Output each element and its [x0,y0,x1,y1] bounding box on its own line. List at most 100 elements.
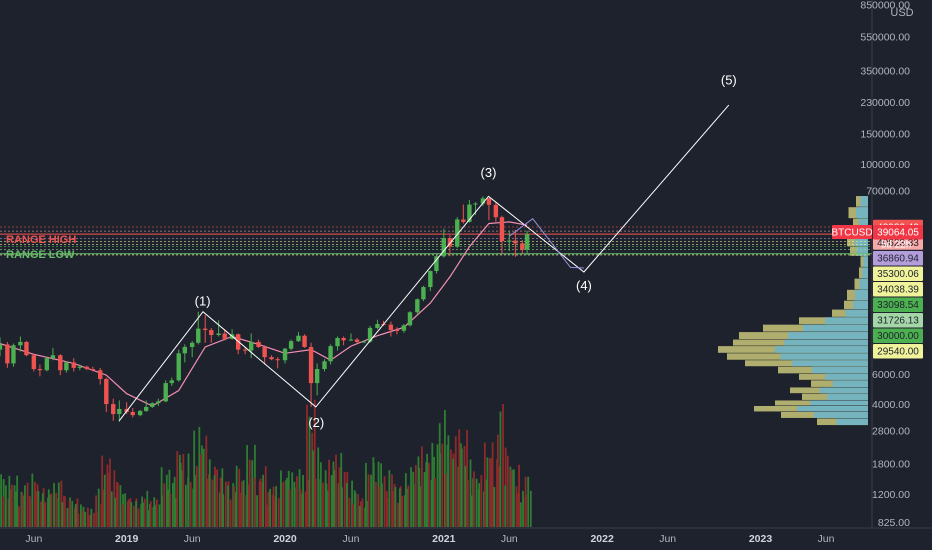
volume-profile-bar-up [825,373,868,380]
x-tick-label: 2022 [590,533,614,545]
volume-bar [272,486,275,527]
volume-bar [146,490,149,527]
volume-bar [365,462,367,527]
volume-bar [529,490,532,527]
volume-profile-bar-up [862,267,868,279]
candle-body [415,299,420,313]
volume-bar [519,502,522,527]
candle-body [375,324,380,328]
volume-bar [464,466,467,527]
volume-bar [97,488,100,527]
volume-bar [119,485,122,527]
volume-bar [264,466,267,527]
volume-bar [335,454,337,527]
volume-bar [57,482,60,527]
price-axis[interactable]: 850000.00 550000.00 350000.00 230000.00 1500… [860,0,910,529]
y-tick-label: 850000.00 [860,0,910,11]
volume-profile-bar-up [814,411,868,418]
volume-bar [80,504,82,527]
candle-body [169,380,174,384]
volume-bar [496,434,499,527]
volume-bar [41,493,44,527]
volume-bar [130,502,133,527]
volume-bar [317,447,320,527]
candle-body [328,346,333,362]
volume-bar [47,489,50,527]
volume-bar [460,448,463,527]
candle-body [302,335,307,347]
time-axis[interactable]: Jun 2019 Jun 2020 Jun 2021 Jun 2022 Jun 2023 Jun [25,533,834,545]
candle-body [71,362,76,368]
volume-bar [458,429,461,527]
volume-bar [216,469,219,527]
candle-body [288,341,294,349]
volume-bar [357,494,360,527]
symbol-tag[interactable]: BTCUSD 5d 22h [831,225,911,251]
volume-bar [219,477,222,527]
volume-bar [171,482,174,527]
volume-bar [108,473,111,527]
candle-body [480,198,486,204]
y-tick-label: 1800.00 [872,459,910,471]
volume-bar [502,403,504,527]
volume-bar [66,507,69,527]
volume-bar [378,486,381,527]
volume-profile-bar-up [784,339,868,346]
volume-bar [319,479,322,527]
candle-body [428,271,433,288]
volume-bar [454,436,457,527]
symbol-tag-label: BTCUSD [831,228,872,239]
volume-bar [425,462,428,527]
wave-label: (5) [721,72,737,87]
volume-bar [515,486,518,527]
volume-bar [266,504,269,527]
volume-bar [147,510,150,527]
volume-bar [4,485,7,527]
volume-bar [155,499,158,527]
volume-bar [398,488,401,527]
volume-bar [506,455,509,527]
moving-average [0,221,528,407]
elliott-wave: (1) (2) (3) (4) (5) [118,72,737,430]
volume-bar [13,485,16,527]
x-tick-label: Jun [343,533,360,545]
candle-body [44,358,50,371]
price-label-box [873,297,923,312]
volume-bar [401,496,404,527]
candle-body [520,243,525,250]
volume-bar [235,465,238,527]
volume-bar [510,469,513,527]
volume-bar [423,472,426,527]
volume-profile-bar-up [858,218,868,229]
candle-body [335,338,340,347]
volume-bar [182,453,185,527]
volume-bar [421,446,423,527]
volume-profile-bar-up [819,387,868,394]
volume-bar [288,489,291,527]
x-tick-label: Jun [501,533,518,545]
candle-body [216,333,221,335]
candle-body [499,217,505,242]
horizontal-levels [0,226,872,256]
candle-body [5,344,10,364]
candle-body [407,312,413,326]
volume-bar [452,458,455,527]
x-tick-label: 2021 [432,533,456,545]
volume-bar [61,502,64,527]
range-high-label: RANGE HIGH [6,234,76,246]
candle-body [150,403,155,407]
candle-body [58,355,63,371]
volume-bar [280,470,282,527]
volume-bar [391,490,394,527]
candle-body [117,408,122,415]
volume-bar [343,472,346,527]
volume-bar [427,462,430,527]
volume-profile-bar-up [860,196,868,207]
candle-body [322,361,327,370]
range-low-label: RANGE LOW [6,249,75,261]
wave-line [118,104,730,422]
price-labels: 42922.4040623.3339064.0536860.9435300.06… [873,219,923,359]
volume-bar [208,459,211,527]
volume-bar [240,492,242,527]
